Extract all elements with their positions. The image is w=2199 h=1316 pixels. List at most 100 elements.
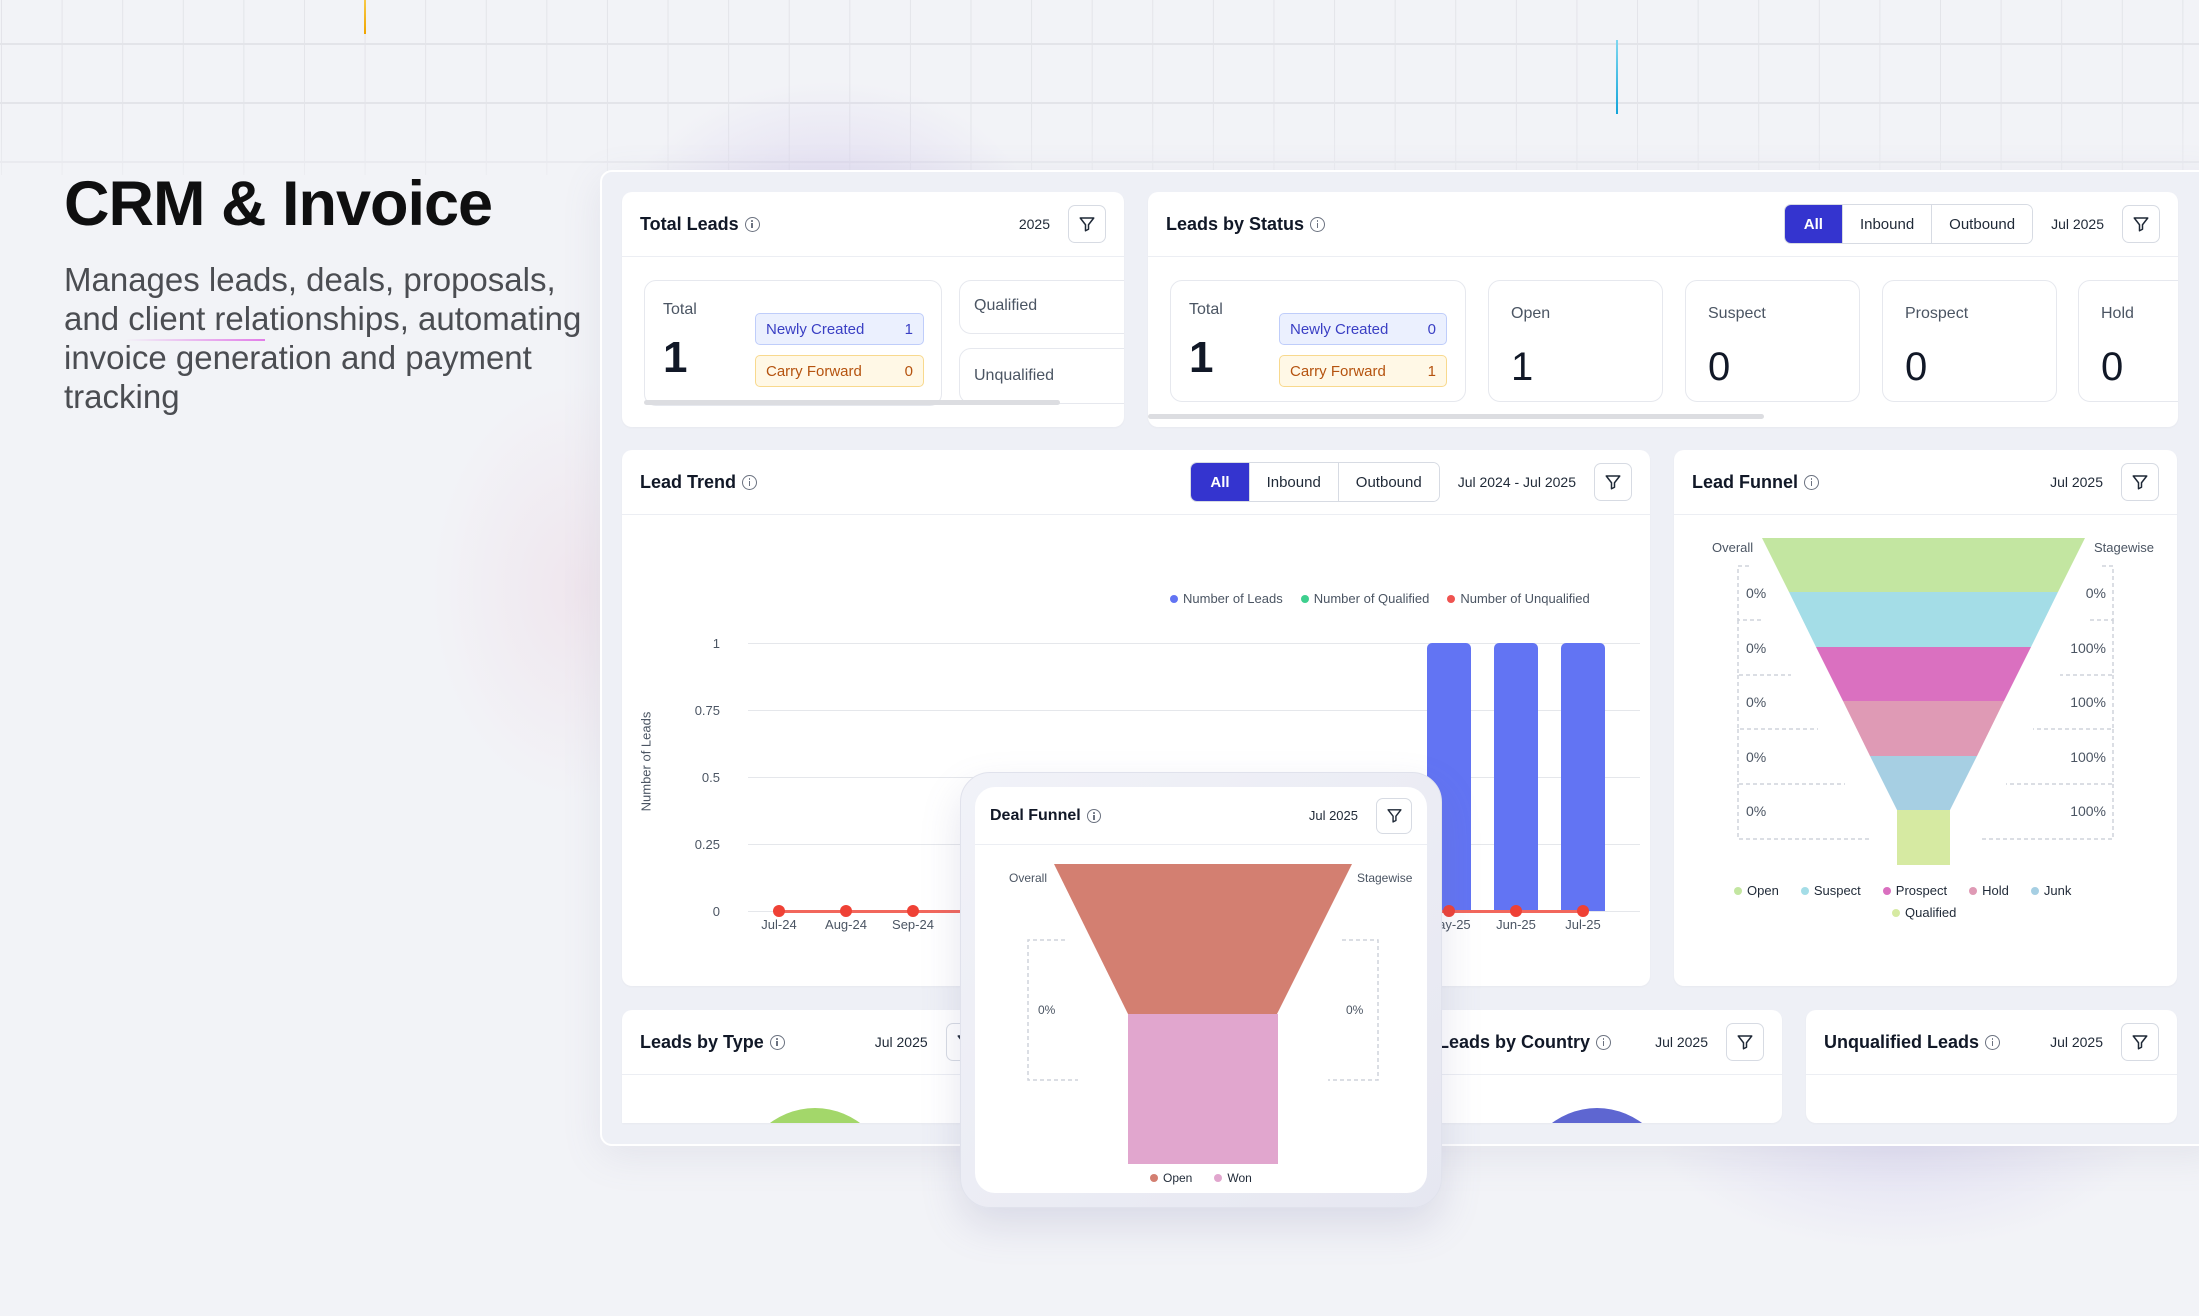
filter-button[interactable] <box>2122 205 2160 243</box>
bar-jun-25[interactable] <box>1494 643 1538 911</box>
total-value: 1 <box>663 333 688 382</box>
legend-item-open[interactable]: Open <box>1150 1171 1192 1185</box>
carry-forward-label: Carry Forward <box>1290 362 1386 380</box>
stagewise-pct: 100% <box>2070 803 2106 819</box>
card-title: Total Leads <box>640 213 739 234</box>
filter-icon <box>2133 217 2149 232</box>
funnel-legend-row2: Qualified <box>1892 905 1956 920</box>
status-box-hold: Hold 0 <box>2078 280 2178 402</box>
lead-funnel-card: Lead Funnel Jul 2025 Overall Stagewise 0… <box>1674 450 2177 986</box>
card-header: Deal Funnel Jul 2025 <box>975 787 1427 845</box>
filter-icon <box>2132 475 2148 490</box>
info-icon[interactable] <box>744 216 760 232</box>
filter-icon <box>1605 475 1621 490</box>
date-label: Jul 2025 <box>2050 474 2103 490</box>
decorative-accent-line <box>364 0 366 34</box>
legend-item-leads[interactable]: Number of Leads <box>1170 591 1283 606</box>
segment-outbound[interactable]: Outbound <box>1337 463 1439 501</box>
chart-legend: Number of Leads Number of Qualified Numb… <box>1170 591 1590 606</box>
y-tick: 0.5 <box>701 770 720 785</box>
filter-button[interactable] <box>2121 463 2159 501</box>
legend-label: Suspect <box>1813 883 1861 898</box>
legend-dot <box>1447 594 1456 603</box>
filter-button[interactable] <box>1726 1023 1764 1061</box>
overall-pct: 0% <box>1746 585 1767 601</box>
card-header: Total Leads 2025 <box>622 192 1124 257</box>
card-title: Leads by Country <box>1438 1031 1591 1052</box>
segment-all[interactable]: All <box>1784 205 1842 243</box>
legend-item-unqualified[interactable]: Number of Unqualified <box>1447 591 1590 606</box>
legend-item-qualified[interactable]: Number of Qualified <box>1300 591 1430 606</box>
info-icon[interactable] <box>1310 216 1326 232</box>
x-label: Jul-25 <box>1565 917 1601 932</box>
legend-dot <box>1734 886 1742 895</box>
card-header: Leads by Country Jul 2025 <box>1310 1010 1782 1075</box>
segment-inbound[interactable]: Inbound <box>1841 205 1932 243</box>
filter-button[interactable] <box>1594 463 1632 501</box>
legend-label: Number of Unqualified <box>1460 591 1590 606</box>
legend-item-won[interactable]: Won <box>1214 1171 1252 1185</box>
newly-created-pill: Newly Created 0 <box>1279 313 1447 345</box>
legend-dot <box>1170 594 1178 603</box>
filter-button[interactable] <box>1376 797 1412 834</box>
qualified-label: Qualified <box>974 297 1038 314</box>
qualified-stat-box: Qualified <box>959 280 1124 334</box>
segment-outbound[interactable]: Outbound <box>1931 205 2033 243</box>
filter-icon <box>1386 809 1402 823</box>
info-icon[interactable] <box>1596 1034 1612 1050</box>
status-value: 0 <box>1905 345 1928 389</box>
legend-dot <box>1150 1174 1158 1182</box>
horizontal-scrollbar[interactable] <box>644 400 1060 405</box>
legend-item-prospect[interactable]: Prospect <box>1882 883 1947 898</box>
decorative-underline <box>125 339 265 341</box>
legend-dot <box>1892 908 1900 917</box>
status-value: 1 <box>1511 345 1534 389</box>
card-title: Lead Funnel <box>1692 471 1799 492</box>
card-header: Unqualified Leads Jul 2025 <box>1806 1010 2177 1075</box>
card-header: Leads by Status All Inbound Outbound Jul… <box>1148 192 2178 257</box>
info-icon[interactable] <box>769 1034 785 1050</box>
carry-forward-label: Carry Forward <box>766 362 862 380</box>
page-title: CRM & Invoice <box>64 169 493 239</box>
carry-forward-value: 1 <box>1427 362 1436 380</box>
card-title: Leads by Status <box>1166 213 1305 234</box>
filter-button[interactable] <box>2121 1023 2159 1061</box>
info-icon[interactable] <box>742 474 758 490</box>
legend-item-open[interactable]: Open <box>1734 883 1779 898</box>
overall-pct: 0% <box>1038 1003 1056 1017</box>
carry-forward-pill: Carry Forward 0 <box>755 355 924 387</box>
source-segmented-control: All Inbound Outbound <box>1783 204 2034 244</box>
funnel-legend: Open Suspect Prospect Hold Junk <box>1734 883 2071 898</box>
date-range-label: Jul 2024 - Jul 2025 <box>1457 474 1576 490</box>
horizontal-scrollbar[interactable] <box>1148 414 1764 419</box>
legend-item-suspect[interactable]: Suspect <box>1800 883 1861 898</box>
newly-created-pill: Newly Created 1 <box>755 313 924 345</box>
legend-item-qualified[interactable]: Qualified <box>1892 905 1956 920</box>
segment-all[interactable]: All <box>1191 463 1249 501</box>
legend-dot <box>2030 886 2039 895</box>
gridline <box>748 643 1640 644</box>
legend-label: Number of Qualified <box>1313 591 1430 606</box>
bar-jul-25[interactable] <box>1561 643 1605 911</box>
info-icon[interactable] <box>1086 808 1101 823</box>
stagewise-pct: 0% <box>2085 585 2106 601</box>
leads-by-status-card: Leads by Status All Inbound Outbound Jul… <box>1148 192 2178 427</box>
segment-inbound[interactable]: Inbound <box>1248 463 1338 501</box>
status-label: Open <box>1511 305 1551 322</box>
overall-pct: 0% <box>1746 749 1767 765</box>
carry-forward-pill: Carry Forward 1 <box>1279 355 1447 387</box>
stagewise-label: Stagewise <box>1357 871 1413 885</box>
legend-item-hold[interactable]: Hold <box>1969 883 2009 898</box>
status-value: 0 <box>2101 345 2124 389</box>
y-tick: 0 <box>712 904 720 919</box>
total-value: 1 <box>1189 333 1214 382</box>
deal-funnel-chart <box>1027 864 1379 1164</box>
legend-item-junk[interactable]: Junk <box>2030 883 2072 898</box>
status-box-prospect: Prospect 0 <box>1882 280 2057 402</box>
legend-label: Junk <box>2043 883 2072 898</box>
newly-created-label: Newly Created <box>1290 320 1389 338</box>
total-label: Total <box>1189 301 1223 318</box>
info-icon[interactable] <box>1985 1034 2001 1050</box>
filter-button[interactable] <box>1068 205 1106 243</box>
info-icon[interactable] <box>1804 474 1820 490</box>
